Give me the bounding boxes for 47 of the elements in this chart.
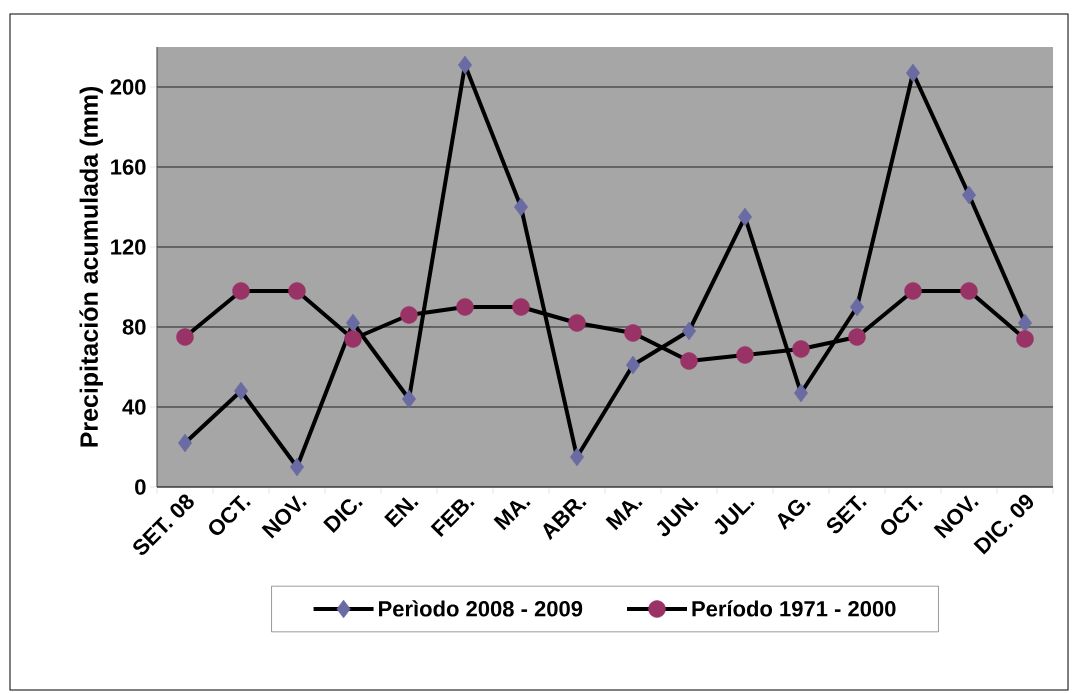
y-tick-label: 40 bbox=[122, 399, 146, 415]
point bbox=[904, 282, 922, 300]
point bbox=[458, 55, 473, 75]
point bbox=[850, 297, 865, 317]
point bbox=[792, 340, 810, 358]
legend-label: Perìodo 2008 - 2009 bbox=[379, 600, 583, 617]
point bbox=[512, 298, 530, 316]
point bbox=[288, 282, 306, 300]
point bbox=[178, 433, 192, 453]
legend-label: Período 1971 - 2000 bbox=[692, 600, 896, 617]
point bbox=[290, 457, 304, 477]
point bbox=[176, 328, 194, 346]
point bbox=[906, 63, 921, 83]
point bbox=[794, 383, 809, 403]
y-tick-label: 0 bbox=[135, 479, 146, 495]
point bbox=[1016, 330, 1034, 348]
point bbox=[738, 207, 753, 227]
x-tick-label: MA. bbox=[605, 500, 643, 531]
x-tick-label: JUL. bbox=[714, 501, 755, 535]
x-tick-label: AG. bbox=[777, 499, 811, 531]
point bbox=[456, 298, 474, 316]
point bbox=[568, 314, 586, 332]
point bbox=[736, 346, 754, 364]
point bbox=[570, 447, 585, 467]
point bbox=[962, 185, 977, 205]
point bbox=[1018, 313, 1033, 333]
y-tick-label: 200 bbox=[110, 79, 146, 95]
point bbox=[234, 381, 248, 401]
y-tick-label: 120 bbox=[111, 239, 146, 255]
point bbox=[400, 306, 418, 324]
point bbox=[626, 355, 641, 375]
y-tick-label: 80 bbox=[122, 319, 146, 335]
y-axis-title: Precipitación acumulada (mm) bbox=[79, 86, 103, 447]
point bbox=[848, 328, 866, 346]
point bbox=[232, 282, 250, 300]
point bbox=[344, 330, 362, 348]
point bbox=[346, 313, 361, 333]
point bbox=[402, 389, 416, 409]
point bbox=[514, 197, 528, 217]
x-tick-label: DIC. bbox=[323, 499, 363, 533]
point bbox=[960, 282, 978, 300]
x-tick-label: MA. bbox=[493, 500, 531, 531]
point bbox=[624, 324, 642, 342]
x-tick-label: EN. bbox=[384, 497, 419, 528]
y-tick-label: 160 bbox=[111, 159, 146, 175]
point bbox=[680, 352, 698, 370]
point bbox=[682, 321, 697, 341]
